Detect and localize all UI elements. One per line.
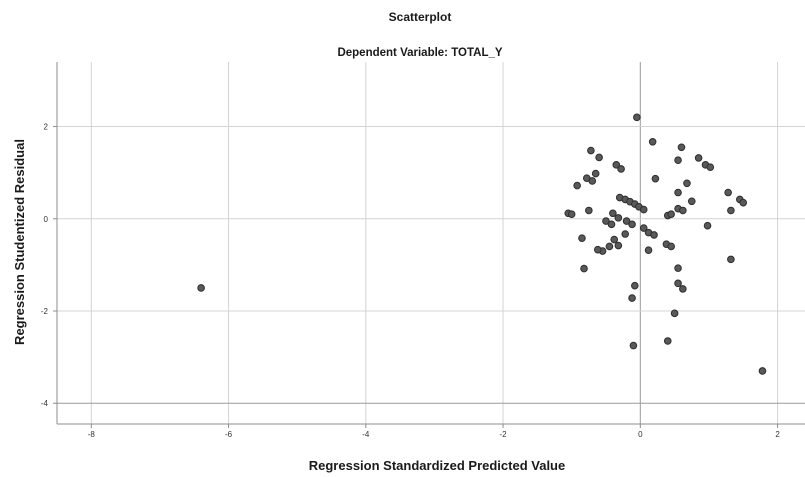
data-point-5 — [677, 143, 686, 152]
grid-lines — [57, 62, 805, 424]
x-tick-label-2: -4 — [362, 430, 370, 439]
data-point-22 — [687, 197, 696, 206]
data-point-49 — [621, 230, 630, 238]
data-point-14 — [573, 181, 581, 190]
data-point-62 — [631, 281, 639, 290]
data-point-43 — [639, 224, 648, 232]
data-point-37 — [609, 209, 617, 218]
data-point-28 — [639, 205, 648, 214]
data-point-16 — [683, 179, 691, 188]
data-point-38 — [614, 214, 623, 222]
data-point-65 — [629, 341, 638, 350]
data-point-47 — [667, 242, 675, 251]
data-point-61 — [679, 285, 687, 293]
chart-subtitle: Dependent Variable: TOTAL_Y — [337, 47, 502, 59]
data-point-15 — [651, 174, 660, 183]
data-point-57 — [727, 255, 735, 264]
data-point-59 — [674, 264, 682, 272]
data-point-66 — [663, 337, 672, 345]
y-axis-ticks: 2 0 -2 -4 — [41, 123, 57, 408]
data-point-1 — [633, 113, 641, 122]
data-point-48 — [703, 221, 712, 230]
data-point-52 — [614, 241, 623, 250]
data-point-19 — [591, 169, 600, 178]
chart-title: Scatterplot — [389, 10, 452, 24]
x-tick-label-1: -6 — [225, 430, 233, 439]
data-point-42 — [628, 220, 636, 229]
data-points — [197, 113, 767, 375]
data-point-31 — [727, 206, 735, 215]
y-tick-label-0: 2 — [44, 123, 49, 132]
data-point-50 — [610, 235, 619, 244]
x-axis-ticks: -8 -6 -4 -2 0 2 — [88, 424, 780, 439]
y-tick-label-3: -4 — [41, 399, 49, 408]
x-tick-label-5: 2 — [775, 430, 780, 439]
x-tick-label-4: 0 — [638, 430, 643, 439]
data-point-55 — [578, 234, 586, 242]
data-point-2 — [648, 137, 657, 146]
data-point-41 — [622, 217, 631, 225]
data-point-51 — [605, 242, 614, 251]
data-point-36 — [585, 206, 593, 215]
y-tick-label-2: -2 — [41, 307, 49, 316]
data-point-30 — [679, 206, 687, 215]
data-point-33 — [667, 210, 675, 218]
x-axis-label: Regression Standardized Predicted Value — [309, 458, 565, 473]
data-point-64 — [670, 309, 679, 318]
data-point-6 — [612, 161, 621, 169]
data-point-13 — [588, 177, 597, 185]
data-point-7 — [674, 156, 682, 165]
x-tick-label-3: -2 — [499, 430, 507, 439]
data-point-56 — [644, 246, 653, 254]
data-point-45 — [650, 231, 658, 239]
data-point-10 — [617, 165, 625, 173]
data-point-40 — [607, 220, 616, 229]
data-point-8 — [694, 154, 703, 162]
x-tick-label-0: -8 — [88, 430, 96, 439]
data-point-4 — [595, 153, 603, 162]
data-point-58 — [580, 264, 588, 273]
data-point-18 — [724, 188, 732, 197]
y-tick-label-1: 0 — [44, 215, 49, 224]
data-point-54 — [593, 245, 602, 254]
data-point-67 — [758, 367, 767, 375]
data-point-35 — [567, 210, 576, 218]
data-point-3 — [587, 146, 595, 155]
data-point-11 — [706, 163, 715, 171]
y-axis-label: Regression Studentized Residual — [12, 139, 27, 345]
data-point-39 — [602, 217, 610, 225]
data-point-60 — [674, 279, 682, 288]
data-point-0 — [197, 284, 205, 292]
data-point-63 — [628, 294, 636, 302]
data-point-17 — [674, 188, 682, 197]
data-point-21 — [739, 198, 748, 207]
plot-frame — [56, 62, 805, 425]
